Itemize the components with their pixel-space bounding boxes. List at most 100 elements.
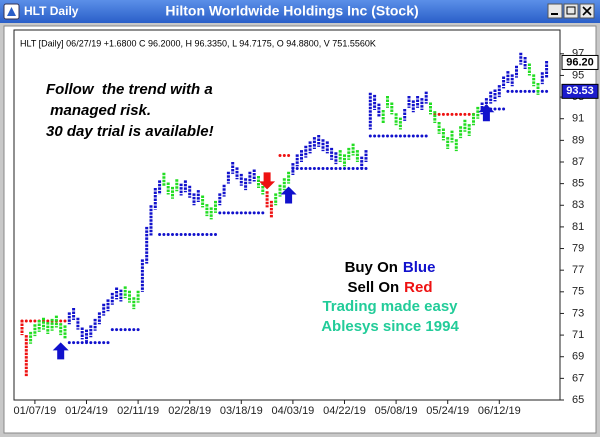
stop-dot [502, 107, 506, 111]
stop-dot [205, 232, 209, 236]
stop-dot [132, 328, 136, 332]
stop-dot [506, 89, 510, 93]
stop-dot [106, 341, 110, 345]
stop-dot [381, 134, 385, 138]
stop-dot [308, 166, 312, 170]
x-tick-label: 06/12/19 [478, 405, 521, 417]
minimize-button[interactable] [547, 3, 563, 19]
signal-arrow [478, 104, 495, 122]
stop-dot [355, 166, 359, 170]
y-tick-label: 77 [572, 264, 584, 276]
stop-dot [33, 319, 37, 323]
stop-dot [80, 341, 84, 345]
stop-dot [394, 134, 398, 138]
stop-dot [420, 134, 424, 138]
stop-dot [287, 153, 291, 157]
y-tick-label: 85 [572, 178, 584, 190]
promo-text: Follow the trend with a [46, 81, 213, 98]
stop-dot [304, 166, 308, 170]
signal-arrow [259, 172, 276, 190]
stop-dot [300, 166, 303, 170]
x-tick-label: 05/08/19 [375, 405, 418, 417]
buy-text: Buy On Blue [345, 259, 436, 276]
y-tick-label: 79 [572, 242, 584, 254]
stop-dot [441, 112, 445, 116]
stop-dot [373, 134, 377, 138]
stop-dot [295, 166, 299, 170]
app-icon-glyph [7, 7, 16, 16]
stop-dot [239, 211, 243, 215]
y-tick-label: 83 [572, 199, 584, 211]
stop-dot [231, 211, 235, 215]
x-tick-label: 02/11/19 [117, 405, 159, 417]
stop-dot [527, 89, 531, 93]
stop-dot [128, 328, 131, 332]
stop-dot [222, 211, 226, 215]
stop-dot [67, 341, 71, 345]
stop-dot [377, 134, 381, 138]
slogan-text: Trading made easy [322, 298, 458, 315]
stop-dot [188, 232, 192, 236]
stop-dot [424, 134, 428, 138]
sell-label: Sell On [347, 279, 399, 296]
stop-dot [175, 232, 179, 236]
x-tick-label: 02/28/19 [168, 405, 211, 417]
price-marker-label: 93.53 [566, 85, 594, 97]
stop-dot [115, 328, 119, 332]
stop-dot [201, 232, 205, 236]
stop-dot [93, 341, 97, 345]
y-tick-label: 81 [572, 221, 584, 233]
close-glyph [582, 6, 592, 16]
stop-dot [523, 89, 527, 93]
y-tick-label: 75 [572, 286, 584, 298]
stop-dot [390, 134, 394, 138]
stop-dot [226, 211, 230, 215]
stop-dot [532, 89, 536, 93]
stop-dot [72, 341, 76, 345]
stop-dot [110, 328, 114, 332]
stop-dot [102, 341, 106, 345]
y-tick-label: 91 [572, 113, 584, 125]
stop-dot [136, 328, 140, 332]
stop-dot [338, 166, 342, 170]
x-tick-label: 03/18/19 [220, 405, 263, 417]
stop-dot [192, 232, 196, 236]
stop-dot [218, 211, 222, 215]
stop-dot [214, 232, 217, 236]
maximize-button[interactable] [563, 3, 579, 19]
stop-dot [347, 166, 351, 170]
stop-dot [235, 211, 239, 215]
stop-dot [317, 166, 321, 170]
stop-dot [540, 89, 544, 93]
stop-dot [183, 232, 187, 236]
plot-area [13, 29, 561, 401]
price-header: HLT [Daily] 06/27/19 +1.6800 C 96.2000, … [20, 38, 376, 48]
promo-text: 30 day trial is available! [46, 123, 214, 140]
x-tick-label: 01/24/19 [65, 405, 108, 417]
stop-dot [59, 319, 63, 323]
stop-dot [493, 107, 497, 111]
stop-dot [515, 89, 518, 93]
y-tick-label: 65 [572, 394, 584, 406]
stop-dot [46, 319, 50, 323]
y-tick-label: 95 [572, 69, 584, 81]
sell-color: Red [404, 279, 432, 296]
stop-dot [76, 341, 80, 345]
signal-arrow [52, 342, 69, 360]
stop-dot [257, 211, 260, 215]
stop-dot [437, 112, 441, 116]
stop-dot [261, 211, 265, 215]
stop-dot [398, 134, 402, 138]
x-tick-label: 04/22/19 [323, 405, 366, 417]
window-buttons [547, 3, 595, 19]
stop-dot [85, 341, 88, 345]
stop-dot [166, 232, 170, 236]
slogan-text: Ablesys since 1994 [321, 318, 459, 335]
stop-dot [312, 166, 316, 170]
stop-dot [179, 232, 183, 236]
stop-dot [244, 211, 248, 215]
y-tick-label: 71 [572, 329, 584, 341]
price-marker [561, 83, 599, 99]
stop-dot [519, 89, 523, 93]
